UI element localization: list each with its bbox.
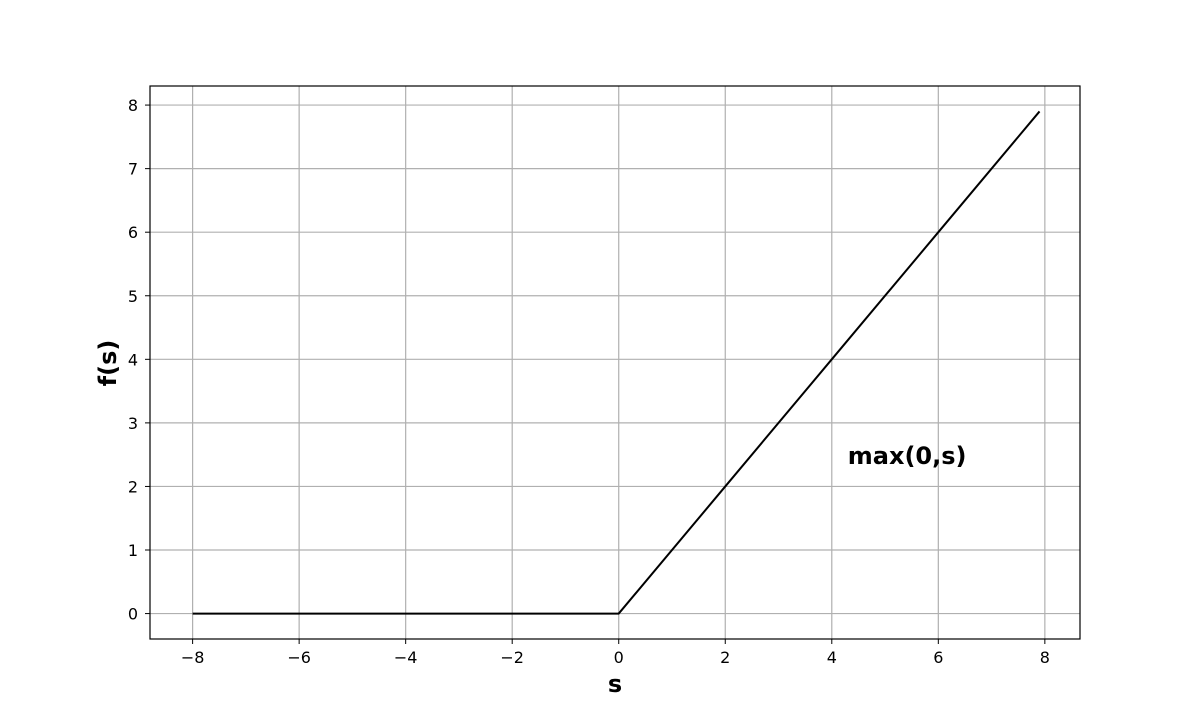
x-tick-label: 8	[1040, 648, 1050, 667]
plot-frame	[149, 85, 1081, 640]
x-ticks: −8 −6 −4 −2 0 2 4 6 8	[181, 639, 1050, 667]
annotation-label: max(0,s)	[848, 442, 967, 470]
y-tick-label: 8	[128, 96, 138, 115]
x-tick-label: 6	[933, 648, 943, 667]
y-tick-label: 2	[128, 477, 138, 496]
x-tick-label: 4	[827, 648, 837, 667]
y-tick-label: 6	[128, 223, 138, 242]
x-tick-label: −2	[500, 648, 524, 667]
series-layer	[192, 110, 1041, 615]
y-axis-label: f(s)	[94, 340, 122, 387]
x-tick-label: 2	[720, 648, 730, 667]
x-axis-label: s	[608, 670, 622, 698]
y-tick-label: 5	[128, 287, 138, 306]
y-tick-label: 4	[128, 350, 138, 369]
y-tick-label: 1	[128, 541, 138, 560]
annotations: max(0,s)	[848, 442, 967, 470]
y-tick-label: 0	[128, 605, 138, 624]
y-ticks: 0 1 2 3 4 5 6 7 8	[128, 96, 150, 624]
x-tick-label: −4	[394, 648, 418, 667]
x-tick-label: −8	[181, 648, 205, 667]
x-tick-label: 0	[614, 648, 624, 667]
y-tick-label: 7	[128, 160, 138, 179]
series-line	[192, 110, 1041, 615]
x-tick-label: −6	[287, 648, 311, 667]
y-tick-label: 3	[128, 414, 138, 433]
